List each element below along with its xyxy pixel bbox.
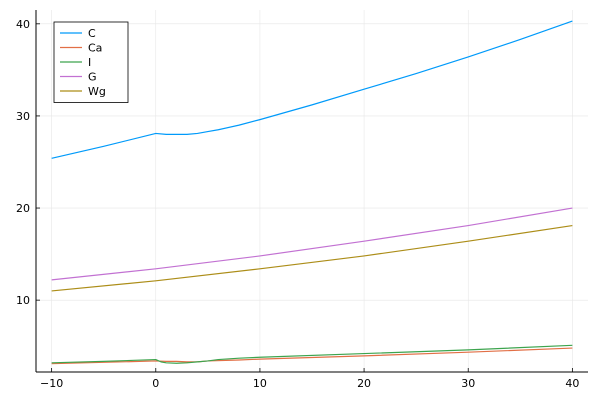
x-tick-label: 20	[357, 377, 371, 390]
x-tick-label: 0	[152, 377, 159, 390]
axes	[35, 10, 588, 373]
series-line-c	[51, 20, 573, 159]
x-tick-label: 40	[565, 377, 579, 390]
series-line-g	[51, 207, 573, 281]
x-tick-label: −10	[40, 377, 63, 390]
legend-label-c: C	[88, 27, 96, 40]
y-tick-label: 20	[16, 202, 30, 215]
legend-label-wg: Wg	[88, 85, 106, 98]
tick-labels: −10 0 10 20 30 40 10 20 30 40	[16, 18, 579, 390]
grid	[36, 10, 588, 372]
x-tick-label: 10	[253, 377, 267, 390]
series-line-i	[51, 344, 573, 364]
series-lines	[51, 20, 573, 365]
legend-label-ca: Ca	[88, 42, 102, 55]
legend-label-i: I	[88, 56, 91, 69]
y-tick-label: 30	[16, 110, 30, 123]
y-tick-label: 40	[16, 18, 30, 31]
x-tick-label: 30	[461, 377, 475, 390]
y-tick-label: 10	[16, 294, 30, 307]
series-line-wg	[51, 224, 573, 292]
legend-label-g: G	[88, 71, 97, 84]
